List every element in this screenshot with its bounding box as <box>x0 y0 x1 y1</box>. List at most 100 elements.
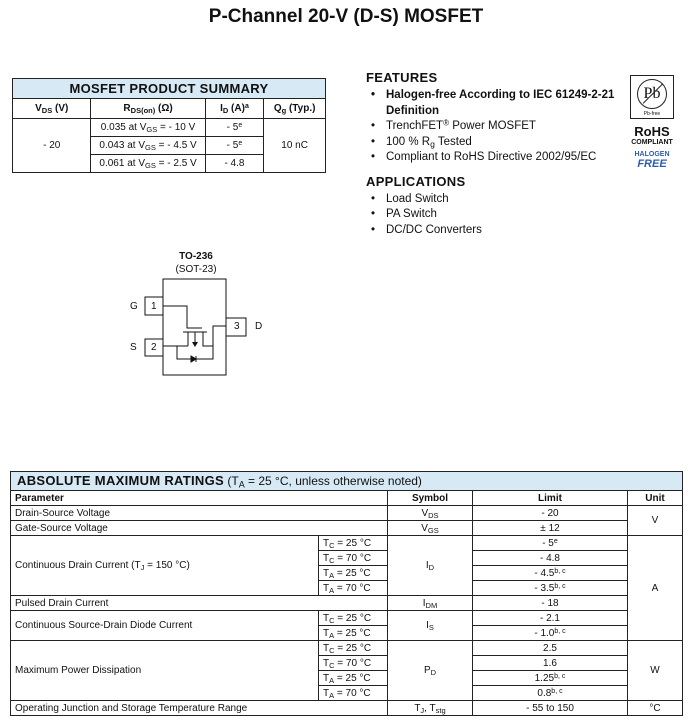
table-row: TA = 25 °C - 1.0b, c <box>11 625 683 641</box>
rdson-value: 0.035 at VGS = - 10 V <box>90 118 206 137</box>
condition-cell: TC = 70 °C <box>318 655 388 671</box>
features-title: FEATURES <box>366 70 438 85</box>
pin-label-gate: G <box>130 301 138 312</box>
package-alt-name: (SOT-23) <box>175 264 217 275</box>
parameter-cell: Operating Junction and Storage Temperatu… <box>10 700 388 716</box>
condition-cell: TC = 70 °C <box>318 550 388 566</box>
condition-cell: TC = 25 °C <box>318 640 388 656</box>
absolute-maximum-ratings-table: ABSOLUTE MAXIMUM RATINGS (TA = 25 °C, un… <box>10 471 683 716</box>
pin-number-2: 2 <box>151 342 157 353</box>
condition-cell: TA = 25 °C <box>318 670 388 686</box>
limit-cell: - 55 to 150 <box>472 700 628 716</box>
package-diagram: TO-236 (SOT-23) G 1 S 2 3 D <box>110 245 280 385</box>
id-value: - 5e <box>204 118 265 137</box>
symbol-cell: ID <box>387 535 473 596</box>
limit-cell: - 18 <box>472 595 628 611</box>
pin-label-drain: D <box>255 321 263 332</box>
parameter-cell: Gate-Source Voltage <box>10 520 388 536</box>
table-row: Continuous Drain Current (TJ = 150 °C) TC… <box>10 535 683 641</box>
limit-cell: - 4.8 <box>472 550 628 566</box>
pin-number-1: 1 <box>151 301 157 312</box>
limit-cell: - 3.5b, c <box>472 580 628 596</box>
table-row: Pulsed Drain Current IDM - 18 <box>10 595 683 611</box>
table-row: TC = 70 °C 1.6 <box>11 655 683 671</box>
rdson-value: 0.061 at VGS = - 2.5 V <box>90 154 206 173</box>
unit-cell: V <box>627 505 683 536</box>
parameter-cell: Maximum Power Dissipation <box>10 640 319 701</box>
condition-cell: TA = 25 °C <box>318 565 388 581</box>
table-row: Gate-Source Voltage VGS ± 12 <box>10 520 683 536</box>
limit-cell: - 1.0b, c <box>472 625 628 641</box>
parameter-cell: Pulsed Drain Current <box>10 595 388 611</box>
symbol-cell: IS <box>387 610 473 641</box>
limit-cell: ± 12 <box>472 520 628 536</box>
condition-cell: TC = 25 °C <box>318 535 388 551</box>
rdson-value: 0.043 at VGS = - 4.5 V <box>90 136 206 155</box>
condition-cell: TA = 70 °C <box>318 685 388 701</box>
id-value: - 5e <box>204 136 265 155</box>
applications-title: APPLICATIONS <box>366 173 466 189</box>
header-unit: Unit <box>627 490 683 506</box>
features-section: FEATURES Halogen-free According to IEC 6… <box>366 70 636 238</box>
parameter-cell: Drain-Source Voltage <box>10 505 388 521</box>
compliant-label: COMPLIANT <box>631 139 673 146</box>
free-label: FREE <box>637 158 667 170</box>
header-parameter: Parameter <box>10 490 388 506</box>
table-row: Maximum Power Dissipation TC = 25 °C PD 2.5… <box>10 640 683 701</box>
symbol-cell: VGS <box>387 520 473 536</box>
pin-label-source: S <box>130 342 137 353</box>
unit-cell: W <box>627 640 683 701</box>
table-row: TC = 70 °C - 4.8 <box>11 550 683 566</box>
parameter-cell: Continuous Drain Current (TJ = 150 °C) <box>10 535 319 596</box>
feature-item: TrenchFET® Power MOSFET <box>366 119 636 135</box>
halogen-label: HALOGEN <box>634 151 670 158</box>
vds-value: - 20 <box>11 118 92 173</box>
page-title: P-Channel 20-V (D-S) MOSFET <box>208 6 484 27</box>
summary-header: VDS (V) <box>11 98 92 119</box>
limit-cell: 1.6 <box>472 655 628 671</box>
pb-text: Pb <box>637 79 667 109</box>
pb-free-logo: Pb Pb-free <box>630 75 674 119</box>
parameter-cell: Continuous Source-Drain Diode Current <box>10 610 319 641</box>
feature-item: Compliant to RoHS Directive 2002/95/EC <box>366 150 636 166</box>
limit-cell: - 2.1 <box>472 610 628 626</box>
ratings-title: ABSOLUTE MAXIMUM RATINGS (TA = 25 °C, un… <box>10 471 683 491</box>
package-name: TO-236 <box>179 251 213 262</box>
symbol-cell: PD <box>387 640 473 701</box>
summary-row: - 20 0.035 at VGS = - 10 V- 5e 10 nC <box>11 118 326 173</box>
condition-cell: TA = 70 °C <box>318 580 388 596</box>
id-value: - 4.8 <box>204 154 265 173</box>
table-row: Continuous Source-Drain Diode Current TC … <box>10 610 683 641</box>
limit-cell: - 5e <box>472 535 628 551</box>
table-row: TA = 70 °C - 3.5b, c <box>11 580 683 596</box>
unit-cell: A <box>627 535 683 641</box>
product-summary-table: MOSFET PRODUCT SUMMARY VDS (V) RDS(on) (Ω… <box>11 78 326 173</box>
pb-free-label: Pb-free <box>643 111 661 117</box>
limit-cell: 1.25b, c <box>472 670 628 686</box>
table-row: TA = 70 °C 0.8b, c <box>11 685 683 701</box>
application-item: DC/DC Converters <box>366 223 636 239</box>
condition-cell: TA = 25 °C <box>318 625 388 641</box>
condition-cell: TC = 25 °C <box>318 610 388 626</box>
header-symbol: Symbol <box>387 490 473 506</box>
symbol-cell: IDM <box>387 595 473 611</box>
feature-item: Halogen-free According to IEC 61249-2-21… <box>366 88 636 119</box>
summary-header: ID (A)a <box>204 98 265 119</box>
limit-cell: 0.8b, c <box>472 685 628 701</box>
limit-cell: - 20 <box>472 505 628 521</box>
sot23-pinout-icon <box>144 278 247 376</box>
compliance-badges: Pb Pb-free RoHS COMPLIANT HALOGEN FREE <box>620 75 684 170</box>
table-row: Operating Junction and Storage Temperatu… <box>10 700 683 716</box>
summary-row: 0.043 at VGS = - 4.5 V- 5e <box>13 136 326 155</box>
symbol-cell: TJ, Tstg <box>387 700 473 716</box>
limit-cell: 2.5 <box>472 640 628 656</box>
unit-cell: °C <box>627 700 683 716</box>
summary-title: MOSFET PRODUCT SUMMARY <box>12 78 326 99</box>
header-limit: Limit <box>472 490 628 506</box>
summary-row: 0.061 at VGS = - 2.5 V- 4.8 <box>13 154 326 173</box>
application-item: Load Switch <box>366 192 636 208</box>
summary-header: Qg (Typ.) <box>263 98 326 119</box>
qg-value: 10 nC <box>263 118 326 173</box>
rohs-label: RoHS <box>634 124 670 139</box>
